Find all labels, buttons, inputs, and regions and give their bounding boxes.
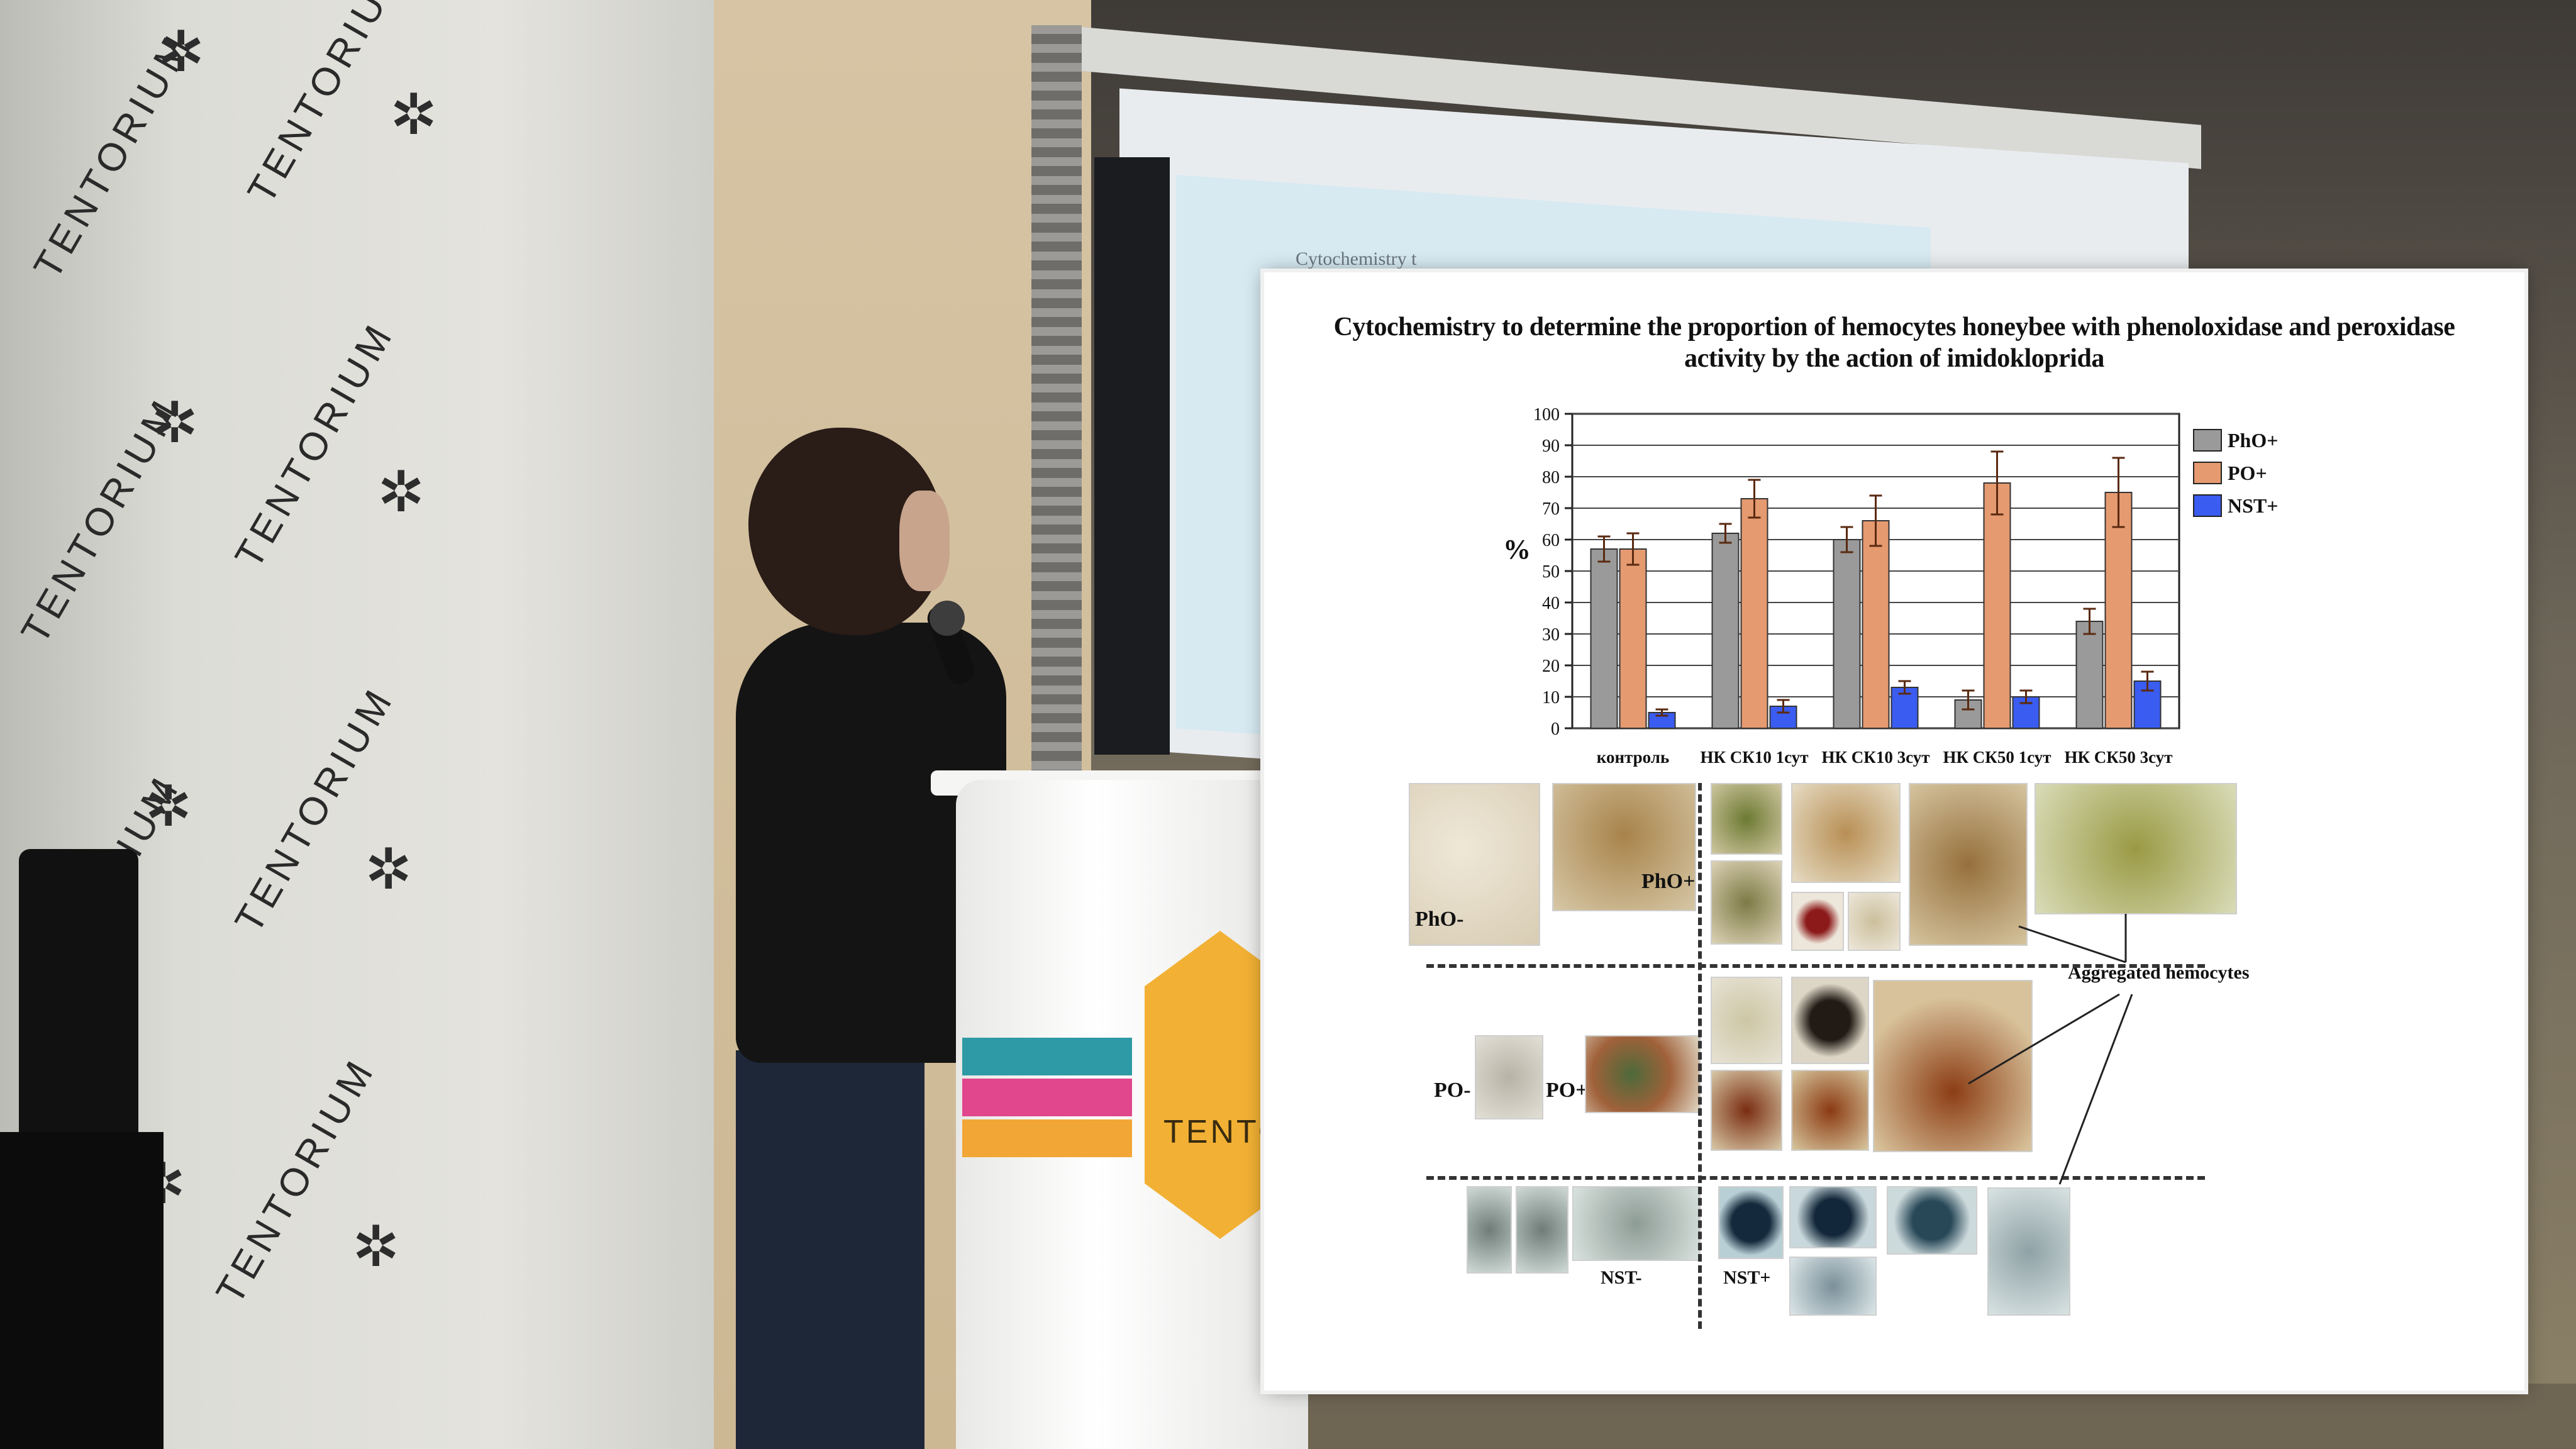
legend-swatch (2193, 462, 2222, 484)
presenter-face (899, 491, 950, 591)
projected-slide-title: Cytochemistry t (1296, 248, 1417, 269)
annotation-arrows (1968, 914, 2133, 1185)
y-tick-label: 80 (1542, 468, 1560, 487)
arrow-line (2058, 994, 2133, 1185)
floor (1308, 1384, 2576, 1449)
micrograph-nst-negative (1467, 1186, 1512, 1274)
x-tick-label: НК СК10 1сут (1700, 748, 1808, 767)
chair (0, 1132, 164, 1449)
micrograph-cell (1711, 977, 1782, 1064)
bar-phopos (2075, 621, 2104, 729)
bee-logo-icon: ✲ (377, 462, 425, 524)
presenter-legs (736, 1050, 924, 1449)
micrograph-nst-positive (1789, 1186, 1877, 1248)
label-nst-negative: NST- (1601, 1267, 1642, 1288)
bar-popos (1983, 482, 2011, 729)
bar-phopos (1590, 548, 1618, 729)
stage-truss (1031, 25, 1082, 780)
bee-logo-icon: ✲ (352, 1216, 400, 1279)
separator-line (1426, 964, 2205, 968)
micrograph-cell (1791, 977, 1869, 1064)
x-tick-label: НК СК50 3сут (2064, 748, 2172, 767)
micrograph-aggregate (1711, 860, 1782, 945)
micrograph-nst-positive (1718, 1186, 1784, 1259)
chart-legend: PhO+ PO+ NST+ (2193, 429, 2278, 517)
bar-chart: 0 10 20 30 40 50 60 70 80 90 100% контроль НК СК10 1… (1503, 405, 2278, 767)
chart-bars (1590, 450, 2162, 729)
y-tick-label: 10 (1542, 688, 1560, 708)
y-tick-label: 30 (1542, 625, 1560, 645)
legend-label: PhO+ (2228, 429, 2278, 452)
micrograph-po-negative (1475, 1035, 1543, 1119)
bee-logo-icon: ✲ (365, 839, 413, 901)
legend-swatch (2193, 494, 2222, 517)
bee-logo-icon: ✲ (151, 392, 199, 455)
bee-logo-icon: ✲ (390, 84, 438, 147)
legend-swatch (2193, 429, 2222, 452)
podium-stripe-teal (962, 1038, 1132, 1075)
label-po-negative: PO- (1434, 1079, 1471, 1102)
screen-border (1094, 157, 1170, 755)
bee-logo-icon: ✲ (157, 21, 205, 84)
y-tick-label: 60 (1542, 531, 1560, 550)
y-tick-label: 0 (1551, 719, 1560, 739)
micrograph-cell (1711, 1070, 1782, 1151)
y-tick-label: 40 (1542, 594, 1560, 613)
separator-line (1426, 1176, 2205, 1180)
banner-brand-text: TENTORIUM (226, 314, 403, 575)
micrograph-cell (1791, 1070, 1869, 1151)
slide-overlay: Cytochemistry to determine the proportio… (1264, 272, 2524, 1391)
x-tick-label: НК СК10 3сут (1821, 748, 1929, 767)
micrograph-aggregated-hemocytes (1873, 980, 2033, 1152)
micrograph-pho-positive (1552, 783, 1696, 911)
y-tick-label: 70 (1542, 499, 1560, 519)
micrograph-aggregated-hemocytes (1909, 783, 2028, 946)
y-tick-label: 90 (1542, 436, 1560, 456)
micrograph-cell (1791, 892, 1844, 951)
y-tick-label: 100 (1533, 405, 1560, 425)
podium-stripe-orange (962, 1119, 1132, 1157)
y-tick-label: 20 (1542, 657, 1560, 676)
micrograph-aggregate (1711, 783, 1782, 855)
vertical-separator-line (1698, 783, 1702, 1329)
micrograph-cell (1848, 892, 1901, 951)
slide-title: Cytochemistry to determine the proportio… (1333, 313, 2455, 373)
label-nst-positive: NST+ (1723, 1267, 1771, 1288)
microphone-grille (930, 601, 965, 636)
micrograph-pho-negative (1409, 783, 1540, 946)
x-tick-label: НК СК50 1сут (1943, 748, 2051, 767)
bar-popos (1862, 520, 1890, 729)
legend-label: PO+ (2228, 462, 2267, 484)
micrograph-aggregated-hemocytes (2035, 783, 2237, 914)
y-axis-label: % (1503, 534, 1531, 565)
banner-brand-text: TENTORIUM (239, 0, 416, 211)
label-pho-negative: PhO- (1415, 908, 1464, 931)
bar-phopos (1833, 539, 1861, 729)
micrograph-aggregate (1791, 783, 1901, 883)
micrograph-nst-negative (1572, 1186, 1701, 1261)
arrow-line (2018, 925, 2126, 963)
label-po-positive: PO+ (1546, 1079, 1588, 1102)
bar-phopos (1711, 533, 1740, 729)
bar-popos (1740, 498, 1768, 729)
x-tick-label: контроль (1597, 748, 1669, 767)
micrograph-aggregated-hemocytes (1987, 1187, 2070, 1316)
micrograph-nst-positive (1887, 1186, 1977, 1255)
micrograph-nst-positive (1789, 1257, 1877, 1316)
micrograph-po-positive (1585, 1035, 1701, 1113)
bar-popos (2104, 492, 2133, 729)
micrograph-nst-negative (1516, 1186, 1568, 1274)
arrow-line (1968, 993, 2120, 1085)
label-pho-positive: PhO+ (1641, 870, 1696, 893)
bee-logo-icon: ✲ (145, 776, 192, 838)
legend-label: NST+ (2228, 494, 2278, 517)
y-tick-label: 50 (1542, 562, 1560, 582)
chart-axes: 0 10 20 30 40 50 60 70 80 90 100% контроль НК СК10 1… (1503, 405, 2173, 767)
podium-stripe-pink (962, 1079, 1132, 1116)
